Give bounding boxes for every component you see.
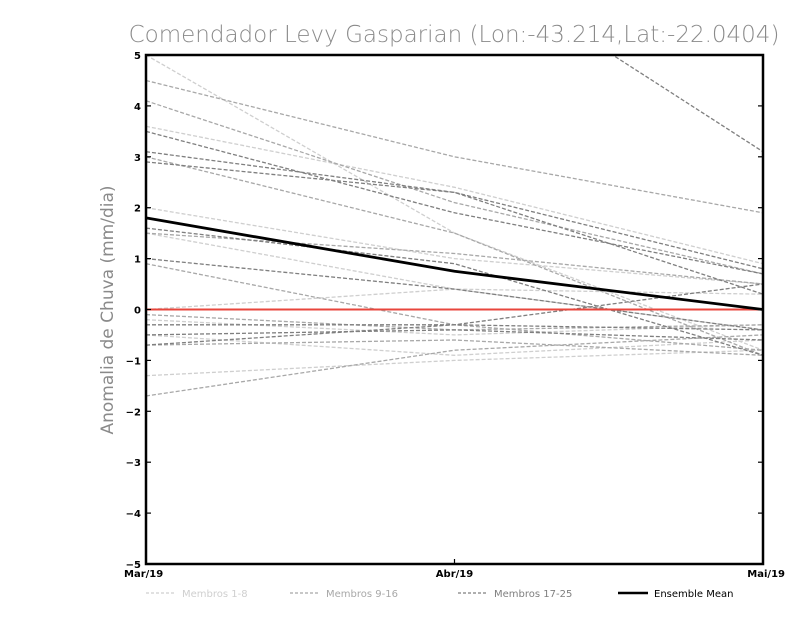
- member-line-1: [146, 55, 763, 351]
- y-tick-label: −3: [126, 458, 141, 469]
- legend-label: Ensemble Mean: [654, 589, 733, 600]
- member-line-24: [146, 329, 763, 341]
- member-line-2: [146, 125, 763, 265]
- y-tick-label: 5: [134, 51, 141, 62]
- y-axis-label: Anomalia de Chuva (mm/dia): [98, 185, 118, 434]
- member-line-21: [146, 227, 763, 356]
- member-line-11: [146, 156, 763, 356]
- member-line-25: [146, 324, 763, 346]
- member-line-20: [146, 161, 763, 295]
- y-tick-label: −4: [126, 509, 141, 520]
- member-line-3: [146, 207, 763, 285]
- y-tick-label: 2: [134, 204, 141, 215]
- member-line-10: [146, 100, 763, 275]
- ensemble-mean-line: [145, 216, 764, 311]
- y-tick-label: 0: [134, 306, 141, 317]
- x-tick-label: Mai/19: [747, 569, 785, 580]
- member-line-8: [146, 349, 763, 377]
- chart-title: Comendador Levy Gasparian (Lon:-43.214,L…: [129, 22, 780, 48]
- legend-label: Membros 17-25: [494, 589, 572, 600]
- x-axis-ticks: Mar/19 Abr/19 Mai/19: [124, 559, 785, 580]
- y-tick-label: 3: [134, 153, 141, 164]
- member-line-19: [146, 151, 763, 270]
- member-line-22: [146, 257, 763, 331]
- member-line-7: [146, 334, 763, 356]
- member-line-9: [146, 79, 763, 214]
- member-line-5: [146, 288, 763, 311]
- y-tick-label: 4: [134, 102, 141, 113]
- y-tick-label: −5: [126, 560, 141, 571]
- member-series-group: [146, 55, 763, 397]
- y-tick-label: 1: [134, 255, 141, 266]
- legend-label: Membros 1-8: [182, 589, 248, 600]
- x-tick-label: Mar/19: [124, 569, 163, 580]
- legend-label: Membros 9-16: [326, 589, 398, 600]
- member-line-4: [146, 232, 763, 331]
- member-line-15: [146, 339, 763, 356]
- y-tick-label: −1: [126, 356, 141, 367]
- member-line-16: [146, 334, 763, 397]
- y-tick-label: −2: [126, 407, 141, 418]
- y-axis-ticks: −5 −4 −3 −2 −1 0 1 2 3 4 5: [126, 51, 763, 571]
- ensemble-mean-group: [145, 216, 764, 311]
- x-tick-label: Abr/19: [436, 569, 473, 580]
- legend: Membros 1-8 Membros 9-16 Membros 17-25 Ense…: [146, 589, 733, 600]
- member-line-18: [146, 130, 763, 275]
